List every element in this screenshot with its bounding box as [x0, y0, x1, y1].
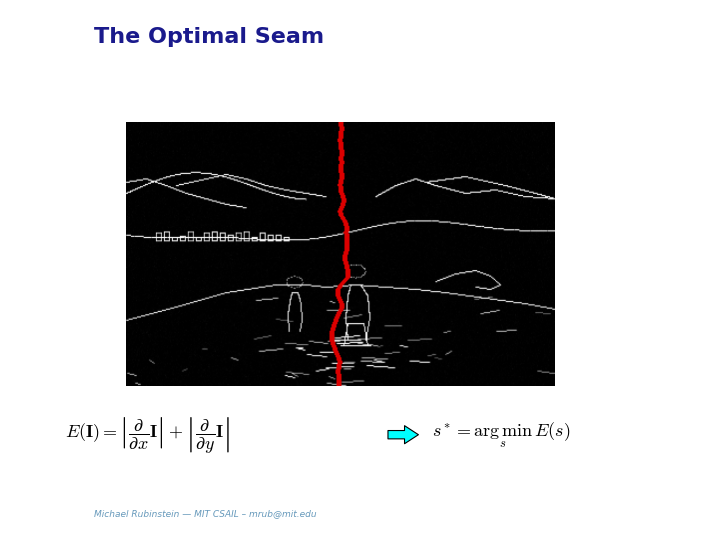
- Text: Michael Rubinstein — MIT CSAIL – mrub@mit.edu: Michael Rubinstein — MIT CSAIL – mrub@mi…: [94, 509, 316, 518]
- Text: $E(\mathbf{I}) = \left|\dfrac{\partial}{\partial x}\mathbf{I}\right| + \left|\df: $E(\mathbf{I}) = \left|\dfrac{\partial}{…: [65, 415, 230, 455]
- FancyArrowPatch shape: [388, 426, 418, 444]
- Text: The Optimal Seam: The Optimal Seam: [94, 27, 324, 47]
- Text: $s^* = \underset{s}{\arg\min}\, E(s)$: $s^* = \underset{s}{\arg\min}\, E(s)$: [432, 420, 570, 450]
